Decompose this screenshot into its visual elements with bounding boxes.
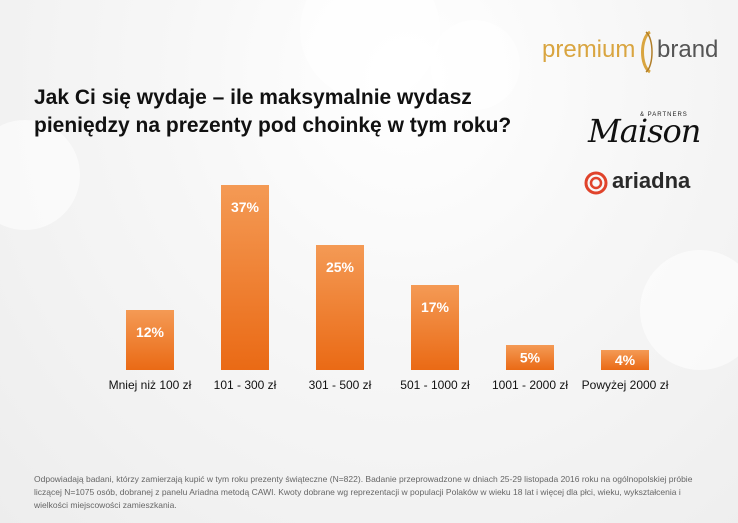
bar-value-label: 25% [326,259,355,275]
ariadna-logo-word: ariadna [612,168,691,193]
ariadna-spiral-icon [584,171,608,195]
category-label: 301 - 500 zł [309,378,372,392]
premium-brand-logo: premium brand [542,30,718,74]
bar-value-label: 37% [231,199,260,215]
chart-title: Jak Ci się wydaje – ile maksymalnie wyda… [34,86,512,137]
background-bokeh [430,20,520,110]
bar-2 [221,185,269,370]
maison-logo: & PARTNERS Maison [588,108,708,154]
category-label: 1001 - 2000 zł [492,378,568,392]
bar-value-label: 12% [136,324,165,340]
ariadna-logo: ariadna [584,168,724,196]
bar-4 [411,285,459,370]
premium-brand-logo-mark-icon [641,30,653,74]
bar-3 [316,245,364,370]
category-label: 101 - 300 zł [214,378,277,392]
bar-6 [601,350,649,370]
category-label: Mniej niż 100 zł [109,378,192,392]
bar-1 [126,310,174,370]
premium-brand-logo-brand: brand [657,36,719,63]
maison-logo-word: Maison [588,112,701,150]
footnote: Odpowiadają badani, którzy zamierzają ku… [34,474,693,510]
category-label: 501 - 1000 zł [400,378,470,392]
bar-value-label: 5% [520,350,541,366]
bar-value-label: 17% [421,299,450,315]
bar-5 [506,345,554,370]
background-bokeh [640,250,738,370]
bar-value-label: 4% [615,352,636,368]
maison-logo-tag: & PARTNERS [640,112,688,118]
category-label: Powyżej 2000 zł [582,378,669,392]
bar-chart: 12% Mniej niż 100 zł 37% 101 - 300 zł 25% 301… [109,185,669,392]
premium-brand-logo-premium: premium [542,36,636,63]
